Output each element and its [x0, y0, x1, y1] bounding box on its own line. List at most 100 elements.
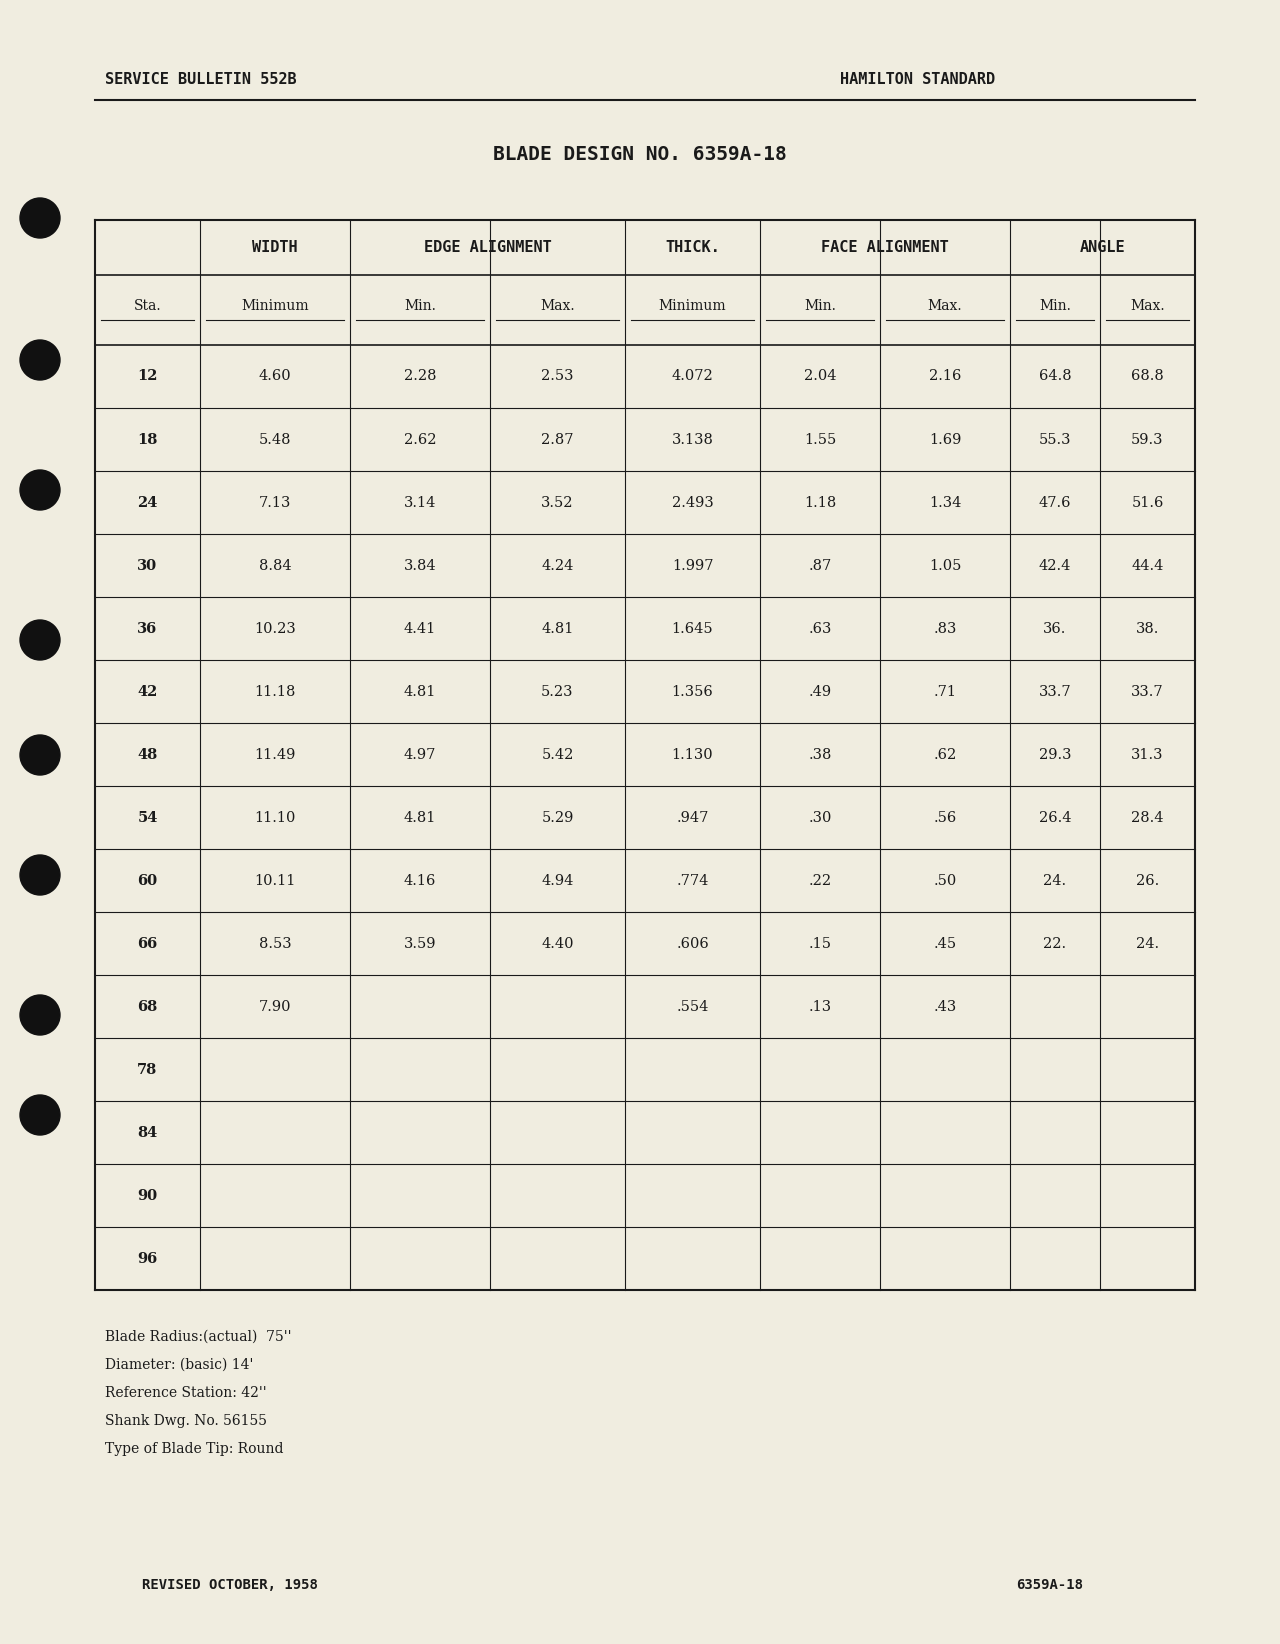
Text: 66: 66	[137, 937, 157, 950]
Text: Min.: Min.	[1039, 299, 1071, 312]
Text: 2.62: 2.62	[403, 432, 436, 447]
Text: 22.: 22.	[1043, 937, 1066, 950]
Text: 33.7: 33.7	[1132, 684, 1164, 699]
Text: Sta.: Sta.	[133, 299, 161, 312]
Text: 8.53: 8.53	[259, 937, 292, 950]
Text: .606: .606	[676, 937, 709, 950]
Text: 2.04: 2.04	[804, 370, 836, 383]
Text: 68: 68	[137, 1000, 157, 1013]
Text: 5.23: 5.23	[541, 684, 573, 699]
Text: .947: .947	[676, 810, 709, 825]
Text: .38: .38	[808, 748, 832, 761]
Text: 11.49: 11.49	[255, 748, 296, 761]
Text: .62: .62	[933, 748, 956, 761]
Text: ANGLE: ANGLE	[1080, 240, 1125, 255]
Text: 36: 36	[137, 621, 157, 636]
Text: .22: .22	[809, 873, 832, 888]
Text: REVISED OCTOBER, 1958: REVISED OCTOBER, 1958	[142, 1578, 317, 1591]
Text: WIDTH: WIDTH	[252, 240, 298, 255]
Text: .13: .13	[809, 1000, 832, 1013]
Text: THICK.: THICK.	[666, 240, 719, 255]
Text: 24.: 24.	[1043, 873, 1066, 888]
Text: .49: .49	[809, 684, 832, 699]
Text: 3.52: 3.52	[541, 495, 573, 510]
Text: Diameter: (basic) 14': Diameter: (basic) 14'	[105, 1358, 253, 1373]
Text: 60: 60	[137, 873, 157, 888]
Text: 48: 48	[137, 748, 157, 761]
Text: 44.4: 44.4	[1132, 559, 1164, 572]
Text: 1.356: 1.356	[672, 684, 713, 699]
Text: 4.24: 4.24	[541, 559, 573, 572]
Text: 3.84: 3.84	[403, 559, 436, 572]
Text: 3.14: 3.14	[403, 495, 436, 510]
Text: .50: .50	[933, 873, 956, 888]
Text: .71: .71	[933, 684, 956, 699]
Text: 54: 54	[137, 810, 157, 825]
Text: Minimum: Minimum	[241, 299, 308, 312]
Text: 11.10: 11.10	[255, 810, 296, 825]
Text: .774: .774	[676, 873, 709, 888]
Text: 47.6: 47.6	[1039, 495, 1071, 510]
Text: 4.81: 4.81	[403, 684, 436, 699]
Text: 10.11: 10.11	[255, 873, 296, 888]
Text: Min.: Min.	[804, 299, 836, 312]
Text: 29.3: 29.3	[1039, 748, 1071, 761]
Circle shape	[20, 470, 60, 510]
Text: Minimum: Minimum	[659, 299, 726, 312]
Text: 4.81: 4.81	[403, 810, 436, 825]
Circle shape	[20, 735, 60, 774]
Circle shape	[20, 995, 60, 1036]
Text: 1.645: 1.645	[672, 621, 713, 636]
Text: 3.138: 3.138	[672, 432, 713, 447]
Text: .83: .83	[933, 621, 956, 636]
Text: 68.8: 68.8	[1132, 370, 1164, 383]
Text: 33.7: 33.7	[1038, 684, 1071, 699]
Circle shape	[20, 1095, 60, 1134]
Text: 4.81: 4.81	[541, 621, 573, 636]
Text: Max.: Max.	[540, 299, 575, 312]
Text: 30: 30	[137, 559, 157, 572]
Text: 7.90: 7.90	[259, 1000, 292, 1013]
Circle shape	[20, 197, 60, 238]
Text: 38.: 38.	[1135, 621, 1160, 636]
Text: 26.4: 26.4	[1039, 810, 1071, 825]
Text: 96: 96	[137, 1251, 157, 1266]
Text: 6359A-18: 6359A-18	[1016, 1578, 1083, 1591]
Text: 2.53: 2.53	[541, 370, 573, 383]
Text: 5.42: 5.42	[541, 748, 573, 761]
Text: Reference Station: 42'': Reference Station: 42''	[105, 1386, 266, 1401]
Text: .15: .15	[809, 937, 832, 950]
Text: EDGE ALIGNMENT: EDGE ALIGNMENT	[424, 240, 552, 255]
Text: 78: 78	[137, 1062, 157, 1077]
Text: Shank Dwg. No. 56155: Shank Dwg. No. 56155	[105, 1414, 268, 1429]
Circle shape	[20, 620, 60, 659]
Text: 2.28: 2.28	[403, 370, 436, 383]
Text: .554: .554	[676, 1000, 709, 1013]
Text: BLADE DESIGN NO. 6359A-18: BLADE DESIGN NO. 6359A-18	[493, 146, 787, 164]
Text: 1.69: 1.69	[929, 432, 961, 447]
Text: 1.18: 1.18	[804, 495, 836, 510]
Text: 4.97: 4.97	[403, 748, 436, 761]
Text: Type of Blade Tip: Round: Type of Blade Tip: Round	[105, 1442, 283, 1457]
Text: 4.16: 4.16	[403, 873, 436, 888]
Text: 5.29: 5.29	[541, 810, 573, 825]
Text: 1.997: 1.997	[672, 559, 713, 572]
Text: 4.40: 4.40	[541, 937, 573, 950]
Text: Blade Radius:(actual)  75'': Blade Radius:(actual) 75''	[105, 1330, 292, 1345]
Text: Max.: Max.	[928, 299, 963, 312]
Text: 1.130: 1.130	[672, 748, 713, 761]
Text: 5.48: 5.48	[259, 432, 292, 447]
Text: 24: 24	[137, 495, 157, 510]
Text: Max.: Max.	[1130, 299, 1165, 312]
Text: 84: 84	[137, 1126, 157, 1139]
Text: 42.4: 42.4	[1039, 559, 1071, 572]
Text: 18: 18	[137, 432, 157, 447]
Text: .30: .30	[808, 810, 832, 825]
Text: SERVICE BULLETIN 552B: SERVICE BULLETIN 552B	[105, 72, 297, 87]
Text: HAMILTON STANDARD: HAMILTON STANDARD	[840, 72, 995, 87]
Text: 4.60: 4.60	[259, 370, 292, 383]
Text: 64.8: 64.8	[1038, 370, 1071, 383]
Text: 1.34: 1.34	[929, 495, 961, 510]
Text: 3.59: 3.59	[403, 937, 436, 950]
Text: 4.41: 4.41	[404, 621, 436, 636]
